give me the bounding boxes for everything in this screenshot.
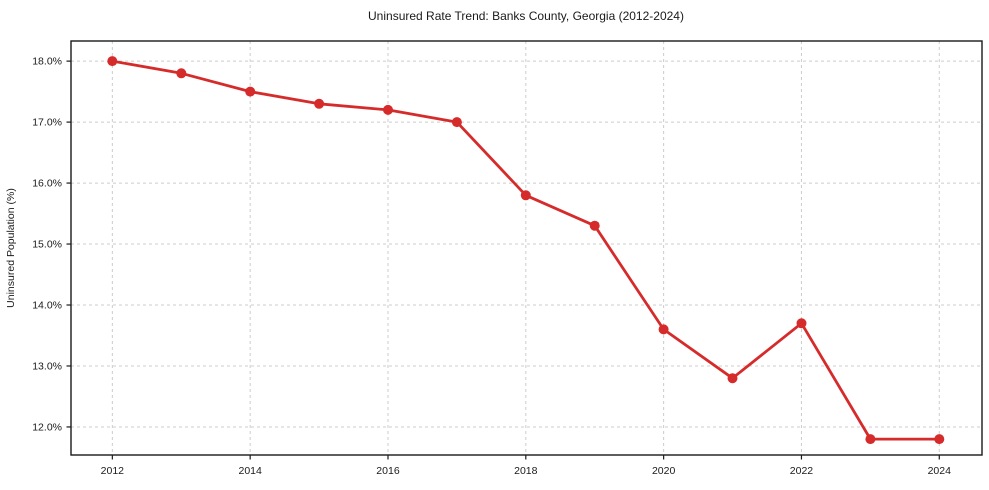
y-tick-label: 15.0% xyxy=(32,239,62,251)
data-point-marker xyxy=(727,373,738,384)
series-line xyxy=(110,59,941,441)
y-tick-label: 13.0% xyxy=(32,360,62,372)
x-tick-label: 2024 xyxy=(928,465,952,477)
data-point-marker xyxy=(589,220,600,231)
data-point-marker xyxy=(865,434,876,445)
grid-layer xyxy=(71,41,982,455)
chart-title: Uninsured Rate Trend: Banks County, Geor… xyxy=(368,9,684,23)
axis-layer: 2012 2014 2016 2018 2020 2022 2024 12.0% 13.0% 14… xyxy=(32,40,983,477)
x-tick-label: 2016 xyxy=(376,465,400,477)
y-tick-label: 12.0% xyxy=(32,421,62,433)
y-tick-label: 14.0% xyxy=(32,300,62,312)
x-tick-label: 2014 xyxy=(238,465,262,477)
data-point-marker xyxy=(451,117,462,128)
x-tick-label: 2018 xyxy=(514,465,538,477)
data-series-layer xyxy=(107,56,945,445)
y-tick-label: 16.0% xyxy=(32,178,62,190)
data-point-marker xyxy=(245,86,256,97)
x-tick-label: 2012 xyxy=(101,465,125,477)
y-tick-label: 17.0% xyxy=(32,117,62,129)
data-point-marker xyxy=(314,98,325,109)
data-point-marker xyxy=(107,56,118,67)
data-point-marker xyxy=(520,190,531,201)
plot-border xyxy=(70,40,983,456)
y-axis-label: Uninsured Population (%) xyxy=(5,188,17,308)
data-point-marker xyxy=(934,434,945,445)
data-point-marker xyxy=(796,318,807,329)
x-tick-label: 2022 xyxy=(790,465,814,477)
data-point-marker xyxy=(383,104,393,115)
data-point-marker xyxy=(176,68,187,79)
x-tick-label: 2020 xyxy=(652,465,676,477)
y-tick-label: 18.0% xyxy=(32,56,62,68)
data-point-marker xyxy=(658,324,669,335)
